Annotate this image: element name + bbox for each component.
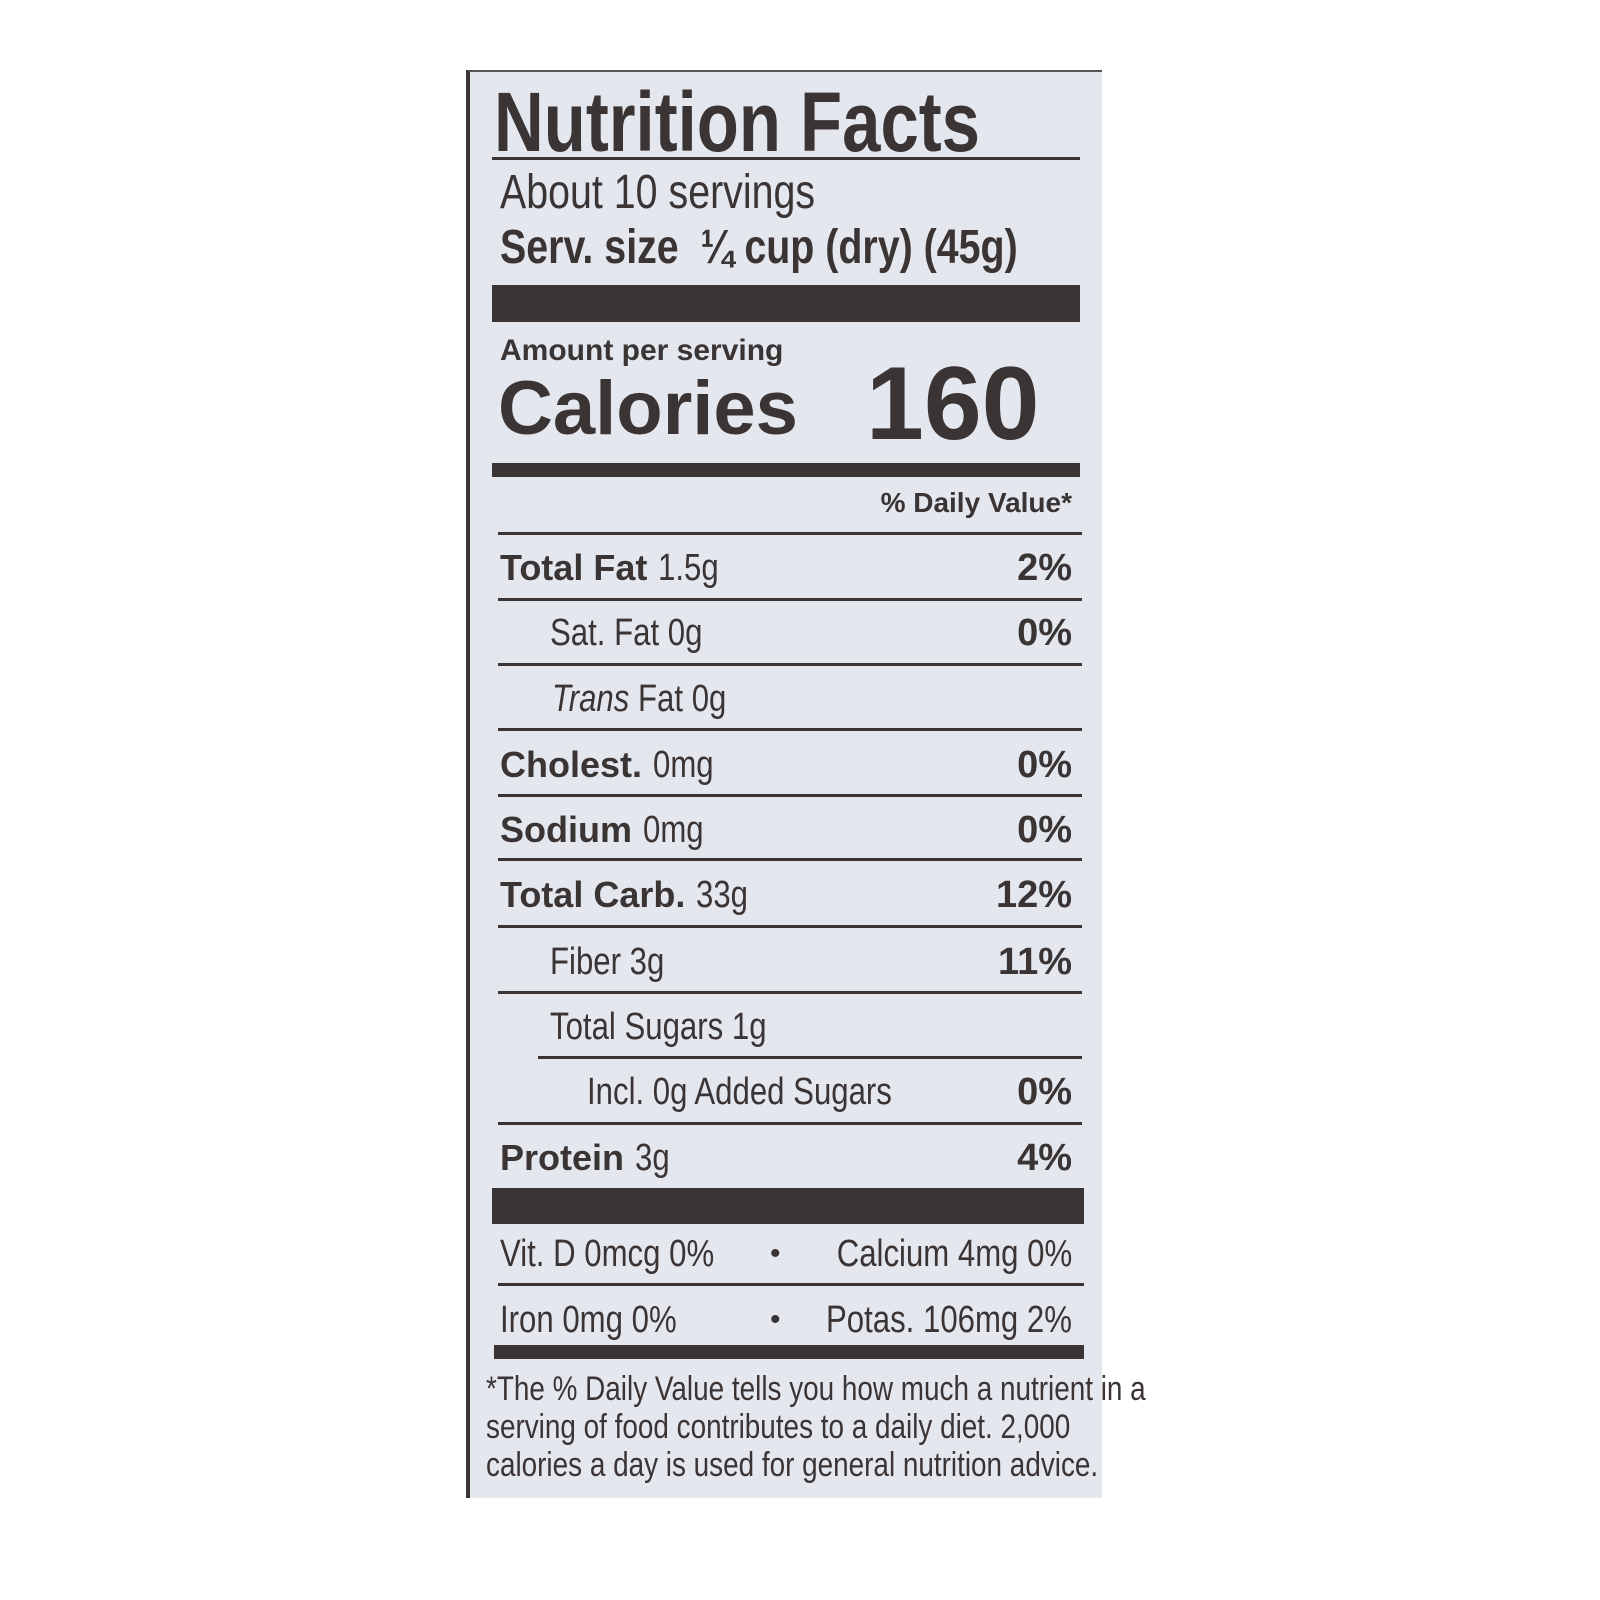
nutrient-dv: 0% [1017, 809, 1072, 851]
nutrient-amount: Fat 0g [638, 678, 727, 720]
thick-divider [492, 285, 1080, 322]
divider [492, 157, 1080, 160]
nutrient-row-fiber: Fiber 3g 11% [500, 942, 1072, 982]
nutrient-name: Protein [500, 1137, 625, 1178]
medium-divider [494, 1345, 1084, 1359]
potassium: Potas. 106mg 2% [826, 1299, 1072, 1341]
nutrient-name: Sodium [500, 809, 632, 850]
nutrient-amount: 1g [731, 1006, 767, 1048]
divider [498, 663, 1082, 666]
nutrient-amount: 1.5g [657, 547, 719, 589]
footnote-line: calories a day is used for general nutri… [486, 1446, 1099, 1484]
nutrient-dv: 0% [1017, 612, 1072, 654]
nutrient-dv: 0% [1017, 1071, 1072, 1113]
calories-value: 160 [866, 346, 1040, 462]
nutrient-row-total-fat: Total Fat 1.5g 2% [500, 547, 1072, 589]
divider [498, 1283, 1084, 1286]
nutrient-name: Incl. 0g Added Sugars [587, 1071, 892, 1113]
vitamin-d: Vit. D 0mcg 0% [500, 1233, 715, 1275]
nutrient-row-sodium: Sodium 0mg 0% [500, 809, 1072, 851]
divider [498, 532, 1082, 535]
divider [498, 858, 1082, 861]
amount-per-serving: Amount per serving [500, 334, 784, 367]
divider [498, 1122, 1082, 1125]
iron: Iron 0mg 0% [500, 1299, 677, 1341]
nutrient-amount: 33g [695, 874, 748, 916]
nutrient-row-protein: Protein 3g 4% [500, 1137, 1072, 1179]
divider [498, 794, 1082, 797]
serving-size: Serv. size ¼ cup (dry) (45g) [500, 222, 1131, 274]
calories-label: Calories [498, 366, 798, 451]
nutrient-row-total-carb: Total Carb. 33g 12% [500, 874, 1072, 916]
calcium: Calcium 4mg 0% [836, 1233, 1072, 1275]
daily-value-header: % Daily Value* [880, 487, 1072, 518]
thick-divider [492, 1188, 1084, 1224]
nutrient-name: Cholest. [500, 744, 643, 785]
bullet: • [770, 1303, 781, 1336]
footnote: *The % Daily Value tells you how much a … [486, 1370, 1290, 1484]
nutrient-dv: 0% [1017, 744, 1072, 786]
nutrient-amount: 0mg [642, 809, 704, 851]
divider [538, 1056, 1082, 1059]
nutrient-row-sat-fat: Sat. Fat 0g 0% [500, 613, 1072, 653]
medium-divider [492, 463, 1080, 477]
vitamin-row: Vit. D 0mcg 0% • Calcium 4mg 0% [500, 1234, 1072, 1274]
nutrient-dv: 11% [998, 941, 1072, 983]
footnote-line: *The % Daily Value tells you how much a … [486, 1370, 1146, 1408]
nutrient-amount: 0g [667, 612, 703, 654]
nutrient-name: Total Carb. [500, 874, 686, 915]
divider [498, 991, 1082, 994]
nutrient-row-total-sugars: Total Sugars 1g [500, 1007, 1072, 1047]
footnote-line: serving of food contributes to a daily d… [486, 1408, 1071, 1446]
nutrient-dv: 12% [995, 874, 1072, 916]
serving-size-label: Serv. size [500, 221, 679, 274]
nutrition-facts-panel: Nutrition Facts About 10 servings Serv. … [466, 70, 1146, 1498]
nutrient-dv: 4% [1017, 1137, 1072, 1179]
bullet: • [770, 1237, 781, 1270]
nutrient-name: Total Sugars [550, 1006, 724, 1048]
nutrient-row-added-sugars: Incl. 0g Added Sugars 0% [500, 1072, 1072, 1112]
title: Nutrition Facts [494, 75, 981, 169]
nutrient-name: Sat. Fat [550, 612, 660, 654]
mineral-row: Iron 0mg 0% • Potas. 106mg 2% [500, 1300, 1072, 1340]
nutrient-row-trans-fat: Trans Fat 0g [500, 679, 1072, 719]
nutrient-amount: 0mg [652, 744, 714, 786]
nutrient-amount: 3g [634, 1137, 670, 1179]
nutrient-name: Total Fat [500, 547, 648, 588]
divider [498, 598, 1082, 601]
servings: About 10 servings [500, 166, 816, 219]
serving-size-value: ¼ cup (dry) (45g) [700, 221, 1018, 274]
nutrient-amount: 3g [629, 941, 665, 983]
nutrient-name: Trans [552, 678, 630, 720]
nutrient-row-cholesterol: Cholest. 0mg 0% [500, 744, 1072, 786]
divider [498, 728, 1082, 731]
divider [498, 925, 1082, 928]
nutrient-dv: 2% [1017, 547, 1072, 589]
nutrient-name: Fiber [550, 941, 621, 983]
